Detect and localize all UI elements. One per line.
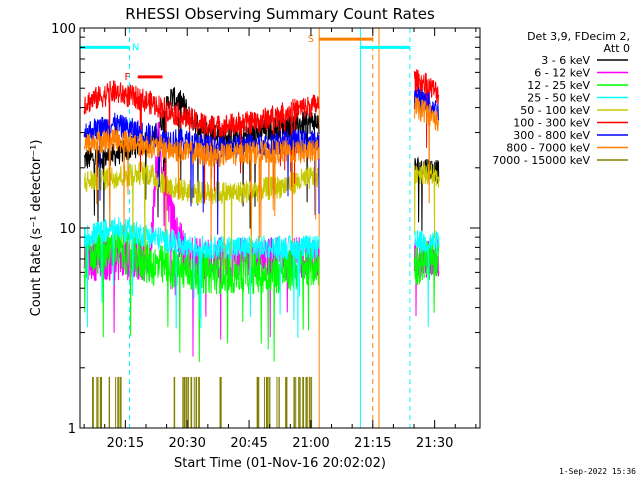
y-tick-label: 100 [51,22,76,37]
legend-entry-label: 100 - 300 keV [513,117,590,130]
y-tick-label: 1 [68,422,76,437]
y-tick-label: 10 [59,222,76,237]
legend-entry-label: 7000 - 15000 keV [492,154,590,167]
series-line-3 [413,230,440,327]
legend-entry-label: 12 - 25 keV [527,79,590,92]
series-line-7 [413,96,440,204]
series-line-3 [83,217,320,338]
legend-entry-label: 800 - 7000 keV [506,142,590,155]
footer-timestamp: 1-Sep-2022 15:36 [559,467,636,476]
y-axis-label: Count Rate (s⁻¹ detector⁻¹) [29,140,44,317]
legend-entry-label: 50 - 100 keV [520,104,590,117]
flag-label-1: F [125,72,131,83]
legend-entry-label: 25 - 50 keV [527,92,590,105]
x-tick-label: 20:30 [168,436,205,451]
legend-header-line-1: Det 3,9, FDecim 2, [527,30,630,43]
plot-contents [80,28,440,428]
legend-entry-label: 6 - 12 keV [534,67,590,80]
legend-header-line-2: Att 0 [604,42,630,55]
flag-label-2: S [308,34,314,45]
chart-title: RHESSI Observing Summary Count Rates [125,5,435,23]
x-tick-label: 21:00 [292,436,329,451]
x-tick-label: 20:15 [107,436,144,451]
x-tick-label: 21:30 [416,436,453,451]
series-line-7 [83,126,320,244]
x-tick-label: 21:15 [354,436,391,451]
flag-label-0: N [132,42,139,53]
series-line-4 [83,160,320,270]
x-tick-label: 20:45 [230,436,267,451]
series-line-4 [413,161,440,239]
legend-entry-label: 300 - 800 keV [513,129,590,142]
series-line-2 [413,236,440,313]
series-line-5 [83,80,320,203]
axes: 1 10 100 20:15 20:30 20:45 21:00 21:15 21:30 [51,22,480,451]
legend-entry-label: 3 - 6 keV [541,54,590,67]
plot-area: N F S [80,28,440,428]
x-axis-label: Start Time (01-Nov-16 20:02:02) [174,456,386,471]
